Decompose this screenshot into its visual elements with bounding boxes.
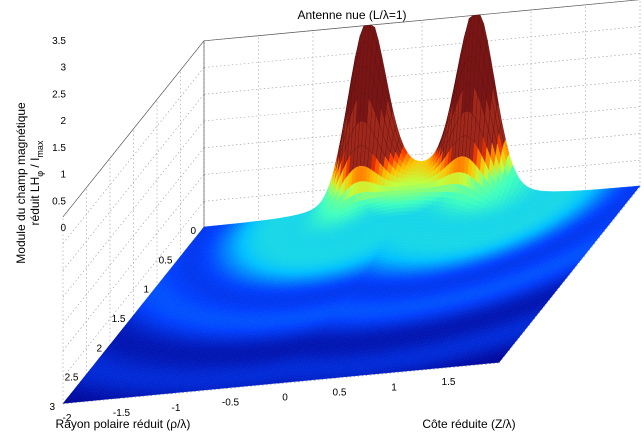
frame-top-back [203, 0, 641, 42]
grid-line-back-z [203, 26, 641, 68]
grid-line-left-z [62, 201, 205, 378]
grid-line-left-z [62, 120, 205, 298]
grid-line-back-z [203, 160, 641, 202]
frame-top-left [62, 40, 205, 218]
grid-line-floor-y [62, 362, 500, 405]
surface-mesh [62, 14, 641, 404]
grid-line-back-z [203, 79, 641, 122]
grid-line-floor-x [498, 186, 641, 364]
grid-line-back-z [203, 106, 641, 149]
grid-line-left-z [62, 94, 205, 271]
grid-line-back-z [203, 133, 641, 175]
grid-line-back-z [203, 53, 641, 95]
